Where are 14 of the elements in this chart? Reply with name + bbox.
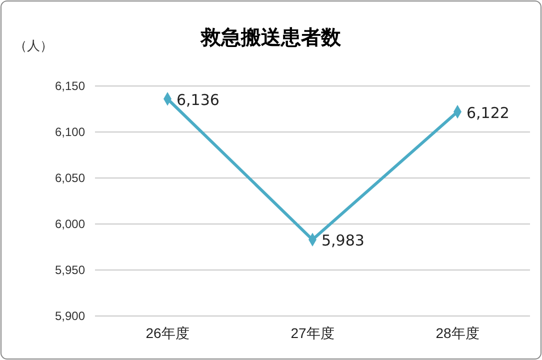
y-tick-label: 6,050	[54, 170, 86, 185]
y-tick-label: 6,000	[54, 216, 86, 231]
x-tick-label: 27年度	[290, 324, 334, 341]
y-tick-label: 6,100	[54, 124, 86, 139]
chart-title: 救急搬送患者数	[200, 25, 342, 49]
text: 6,136	[176, 90, 220, 109]
y-tick-label: 6,150	[54, 78, 86, 93]
text: 5,983	[322, 232, 364, 250]
x-tick-label: 28年度	[436, 324, 480, 341]
y-axis-title: （人）	[14, 39, 53, 54]
text: 6,122	[466, 104, 510, 122]
y-tick-label: 5,950	[54, 262, 86, 277]
x-tick-label: 26年度	[146, 324, 190, 341]
y-tick-label: 5,900	[54, 308, 86, 323]
